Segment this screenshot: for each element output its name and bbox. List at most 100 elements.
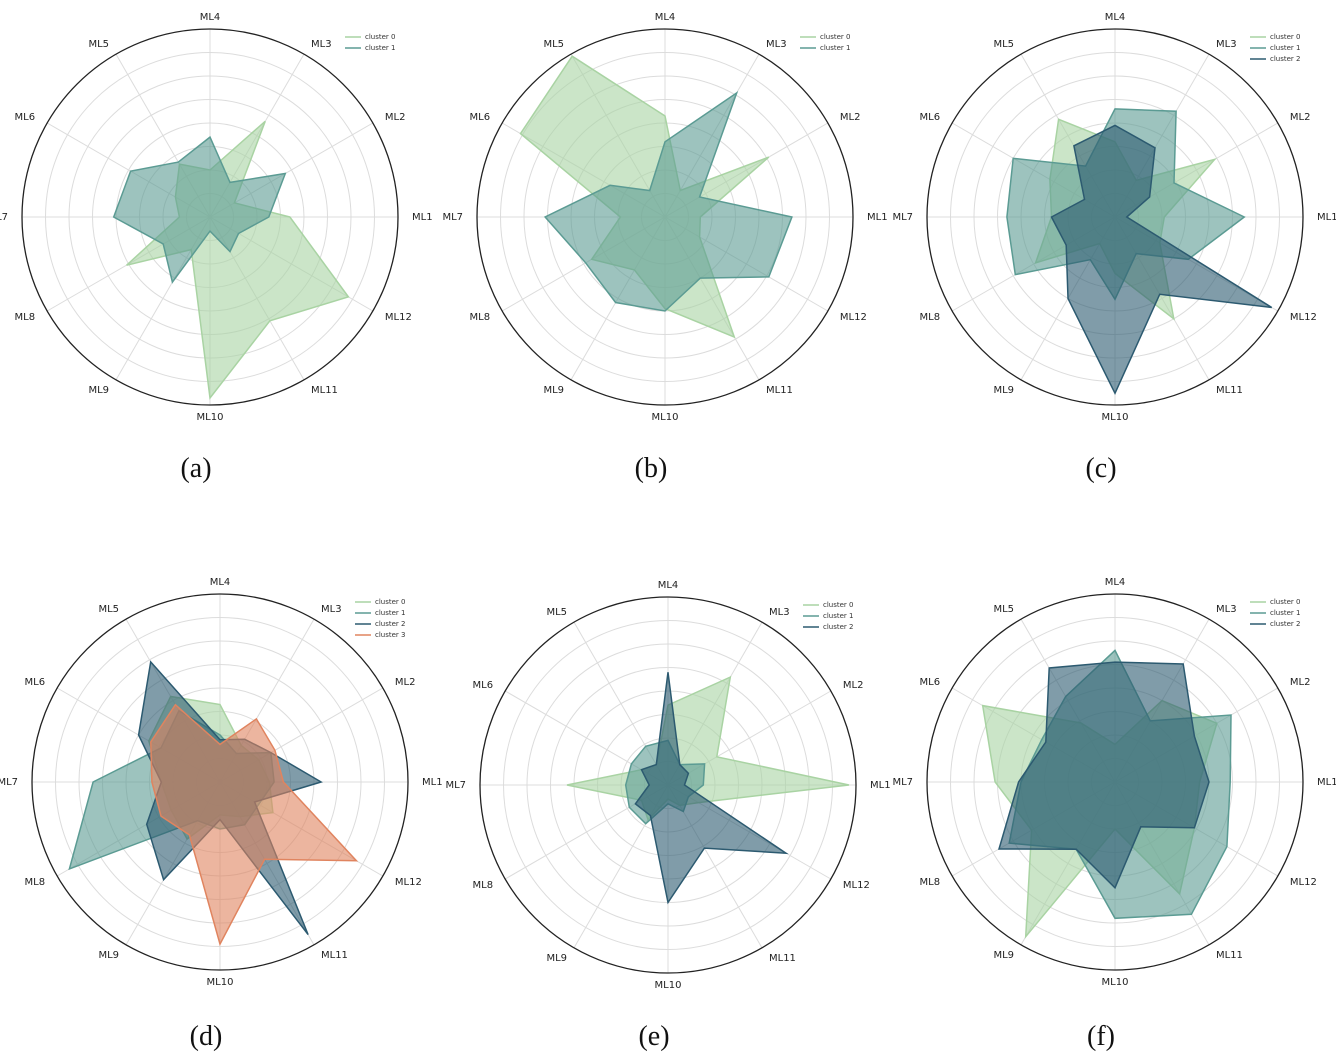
category-label: ML8 <box>920 312 941 323</box>
category-label: ML8 <box>25 877 46 888</box>
category-label: ML1 <box>412 212 433 223</box>
category-label: ML12 <box>843 880 870 891</box>
category-label: ML4 <box>658 580 679 591</box>
category-label: ML5 <box>88 39 109 50</box>
category-label: ML6 <box>473 680 494 691</box>
legend-label: cluster 2 <box>1270 620 1301 628</box>
legend-label: cluster 2 <box>823 623 854 631</box>
category-label: ML9 <box>993 950 1014 961</box>
radar-area <box>543 90 793 312</box>
radar-area <box>126 120 350 400</box>
category-label: ML7 <box>0 777 18 788</box>
category-label: ML1 <box>1317 212 1336 223</box>
category-label: ML12 <box>1290 312 1317 323</box>
legend-label: cluster 1 <box>365 44 396 52</box>
category-label: ML1 <box>867 212 888 223</box>
legend-label: cluster 1 <box>375 609 406 617</box>
category-label: ML9 <box>543 385 564 396</box>
radar-chart: ML1 ML2 ML3 ML4 ML5 ML6 ML7 ML8 ML9 ML10 ML11 ML12 c… <box>445 580 890 1052</box>
category-label: ML10 <box>652 412 679 423</box>
category-label: ML7 <box>0 212 8 223</box>
legend-label: cluster 0 <box>820 33 851 41</box>
legend-label: cluster 3 <box>375 631 406 639</box>
category-label: ML9 <box>993 385 1014 396</box>
radar-chart: ML1 ML2 ML3 ML4 ML5 ML6 ML7 ML8 ML9 ML10 ML11 ML12 c… <box>0 12 433 484</box>
category-label: ML12 <box>1290 877 1317 888</box>
category-label: ML7 <box>445 780 466 791</box>
radar-area <box>1050 124 1273 396</box>
legend-label: cluster 0 <box>1270 598 1301 606</box>
category-label: ML8 <box>920 877 941 888</box>
radar-chart: ML1 ML2 ML3 ML4 ML5 ML6 ML7 ML8 ML9 ML10 ML11 ML12 c… <box>442 12 887 484</box>
category-label: ML2 <box>395 677 416 688</box>
subfigure-caption: (b) <box>635 453 668 484</box>
radar-area <box>566 675 850 822</box>
category-label: ML11 <box>769 953 796 964</box>
category-label: ML4 <box>1105 577 1126 588</box>
category-label: ML6 <box>25 677 46 688</box>
category-label: ML7 <box>442 212 463 223</box>
category-label: ML2 <box>843 680 864 691</box>
category-label: ML3 <box>769 607 790 618</box>
category-label: ML9 <box>98 950 119 961</box>
category-label: ML1 <box>870 780 891 791</box>
category-label: ML5 <box>993 604 1014 615</box>
category-label: ML9 <box>88 385 109 396</box>
category-label: ML2 <box>840 112 861 123</box>
subfigure-caption: (e) <box>638 1021 669 1052</box>
category-label: ML8 <box>15 312 36 323</box>
category-label: ML12 <box>395 877 422 888</box>
legend-label: cluster 0 <box>365 33 396 41</box>
category-label: ML11 <box>321 950 348 961</box>
radar-chart: ML1 ML2 ML3 ML4 ML5 ML6 ML7 ML8 ML9 ML10 ML11 ML12 c… <box>0 577 443 1052</box>
category-label: ML10 <box>1102 412 1129 423</box>
subfigure-caption: (f) <box>1087 1021 1115 1052</box>
radar-chart: ML1 ML2 ML3 ML4 ML5 ML6 ML7 ML8 ML9 ML10 ML11 ML12 c… <box>892 12 1336 484</box>
polar-spine <box>926 593 1304 971</box>
subfigure-caption: (d) <box>190 1021 223 1052</box>
category-label: ML8 <box>473 880 494 891</box>
category-label: ML3 <box>766 39 787 50</box>
category-label: ML4 <box>1105 12 1126 23</box>
category-label: ML9 <box>546 953 567 964</box>
category-label: ML5 <box>543 39 564 50</box>
legend-label: cluster 1 <box>1270 44 1301 52</box>
polar-spine <box>479 596 857 974</box>
category-label: ML3 <box>1216 604 1237 615</box>
legend-label: cluster 2 <box>1270 55 1301 63</box>
subfigure-caption: (c) <box>1085 453 1116 484</box>
radar-area <box>997 661 1210 890</box>
legend-label: cluster 2 <box>375 620 406 628</box>
category-label: ML6 <box>920 112 941 123</box>
category-label: ML10 <box>655 980 682 991</box>
category-label: ML11 <box>311 385 338 396</box>
polar-spine <box>476 28 854 406</box>
category-label: ML8 <box>470 312 491 323</box>
polar-spine <box>926 28 1304 406</box>
category-label: ML3 <box>1216 39 1237 50</box>
category-label: ML2 <box>1290 677 1311 688</box>
legend-label: cluster 1 <box>1270 609 1301 617</box>
category-label: ML10 <box>207 977 234 988</box>
category-label: ML4 <box>655 12 676 23</box>
category-label: ML6 <box>15 112 36 123</box>
category-label: ML3 <box>321 604 342 615</box>
category-label: ML11 <box>1216 950 1243 961</box>
legend-label: cluster 1 <box>823 612 854 620</box>
category-label: ML2 <box>385 112 406 123</box>
legend-label: cluster 1 <box>820 44 851 52</box>
category-label: ML4 <box>210 577 231 588</box>
category-label: ML2 <box>1290 112 1311 123</box>
radar-area <box>150 703 359 947</box>
category-label: ML1 <box>422 777 443 788</box>
subfigure-caption: (a) <box>180 453 211 484</box>
category-label: ML4 <box>200 12 221 23</box>
polar-spine <box>21 28 399 406</box>
category-label: ML10 <box>1102 977 1129 988</box>
legend-label: cluster 0 <box>1270 33 1301 41</box>
category-label: ML5 <box>993 39 1014 50</box>
category-label: ML5 <box>546 607 567 618</box>
category-label: ML1 <box>1317 777 1336 788</box>
radar-chart: ML1 ML2 ML3 ML4 ML5 ML6 ML7 ML8 ML9 ML10 ML11 ML12 c… <box>892 577 1336 1052</box>
